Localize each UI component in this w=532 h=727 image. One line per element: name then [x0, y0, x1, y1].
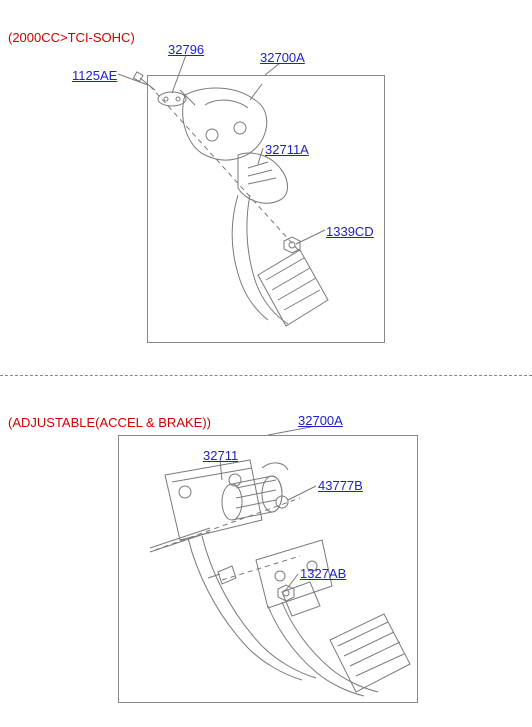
part-1327AB[interactable]: 1327AB: [300, 566, 346, 581]
part-43777B[interactable]: 43777B: [318, 478, 363, 493]
part-32711[interactable]: 32711: [203, 448, 238, 463]
part-32700A-bottom[interactable]: 32700A: [298, 413, 343, 428]
lineart-bottom: [0, 0, 532, 727]
